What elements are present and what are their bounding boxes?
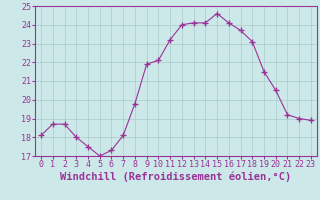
- X-axis label: Windchill (Refroidissement éolien,°C): Windchill (Refroidissement éolien,°C): [60, 172, 292, 182]
